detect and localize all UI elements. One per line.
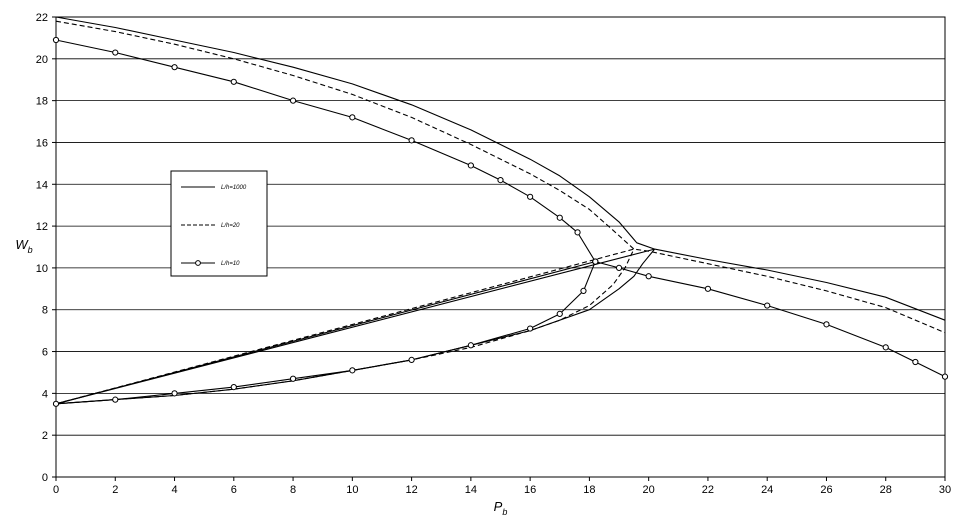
series-marker xyxy=(580,287,587,295)
x-tick-label: 20 xyxy=(643,484,655,496)
series-marker xyxy=(764,302,771,309)
y-axis-title-main: W xyxy=(15,237,29,252)
x-tick-label: 26 xyxy=(820,484,832,496)
series-marker xyxy=(171,390,178,397)
x-axis-title-sub: b xyxy=(502,507,507,517)
series-marker xyxy=(556,310,563,318)
series-marker xyxy=(112,396,119,403)
legend-marker xyxy=(195,260,201,266)
x-tick-label: 10 xyxy=(346,484,358,496)
series-marker xyxy=(289,375,297,382)
series-marker xyxy=(645,273,652,280)
y-axis-title: Wb xyxy=(15,237,32,255)
legend-label: L/h=10 xyxy=(221,261,240,267)
y-tick-label: 18 xyxy=(36,96,48,108)
series-marker xyxy=(408,137,415,144)
series-marker xyxy=(615,264,623,272)
y-tick-label: 8 xyxy=(42,305,48,317)
x-axis-title-main: P xyxy=(494,499,503,514)
y-axis-title-sub: b xyxy=(28,245,33,255)
series-marker xyxy=(882,344,889,351)
y-tick-label: 16 xyxy=(36,137,48,149)
series-marker xyxy=(497,176,504,184)
x-tick-label: 30 xyxy=(939,484,951,496)
x-tick-label: 2 xyxy=(112,484,118,496)
legend: L/h=1000 L/h=20 L/h=10 xyxy=(170,170,268,277)
x-tick-label: 16 xyxy=(524,484,536,496)
series-marker xyxy=(171,64,178,71)
series-marker xyxy=(230,383,237,391)
series-marker xyxy=(941,373,949,380)
series-marker xyxy=(112,49,119,56)
series-layer xyxy=(52,16,949,407)
series-marker xyxy=(704,285,712,292)
x-tick-label: 14 xyxy=(465,484,477,496)
series-marker xyxy=(556,214,563,221)
series-marker xyxy=(408,356,415,364)
x-tick-label: 18 xyxy=(583,484,595,496)
series-marker xyxy=(574,229,581,236)
series-marker xyxy=(527,325,534,332)
y-tick-label: 2 xyxy=(42,430,48,442)
y-tick-label: 14 xyxy=(36,179,48,191)
series-marker xyxy=(289,97,297,104)
y-tick-label: 22 xyxy=(36,12,48,24)
y-tick-label: 6 xyxy=(42,347,48,359)
series-marker xyxy=(467,342,474,349)
series-marker xyxy=(527,193,534,200)
legend-item: L/h=20 xyxy=(181,223,240,229)
series-marker xyxy=(592,258,599,265)
series-3 xyxy=(52,36,949,407)
x-tick-label: 8 xyxy=(290,484,296,496)
legend-label: L/h=20 xyxy=(221,223,240,229)
x-tick-label: 12 xyxy=(405,484,417,496)
series-marker xyxy=(349,367,356,374)
x-axis-title: Pb xyxy=(494,499,508,517)
series-marker xyxy=(912,358,919,366)
legend-item: L/h=1000 xyxy=(181,185,247,191)
series-marker xyxy=(467,162,474,169)
x-tick-label: 0 xyxy=(53,484,59,496)
y-tick-label: 20 xyxy=(36,54,48,66)
plot-area-frame xyxy=(55,16,946,478)
series-marker xyxy=(349,114,356,121)
series-1 xyxy=(55,16,946,405)
x-tick-label: 24 xyxy=(761,484,773,496)
series-marker xyxy=(823,321,830,328)
series-marker xyxy=(230,78,237,85)
legend-label: L/h=1000 xyxy=(221,185,247,191)
x-tick-label: 22 xyxy=(702,484,714,496)
legend-box xyxy=(170,170,268,277)
y-tick-label: 0 xyxy=(42,472,48,484)
y-tick-label: 10 xyxy=(36,263,48,275)
series-marker xyxy=(52,36,60,44)
legend-item: L/h=10 xyxy=(181,260,240,267)
x-tick-label: 4 xyxy=(171,484,177,496)
x-tick-label: 6 xyxy=(231,484,237,496)
y-tick-label: 12 xyxy=(36,221,48,233)
x-tick-label: 28 xyxy=(880,484,892,496)
series-line xyxy=(55,16,946,405)
y-tick-label: 4 xyxy=(42,388,48,400)
series-marker xyxy=(52,400,60,407)
